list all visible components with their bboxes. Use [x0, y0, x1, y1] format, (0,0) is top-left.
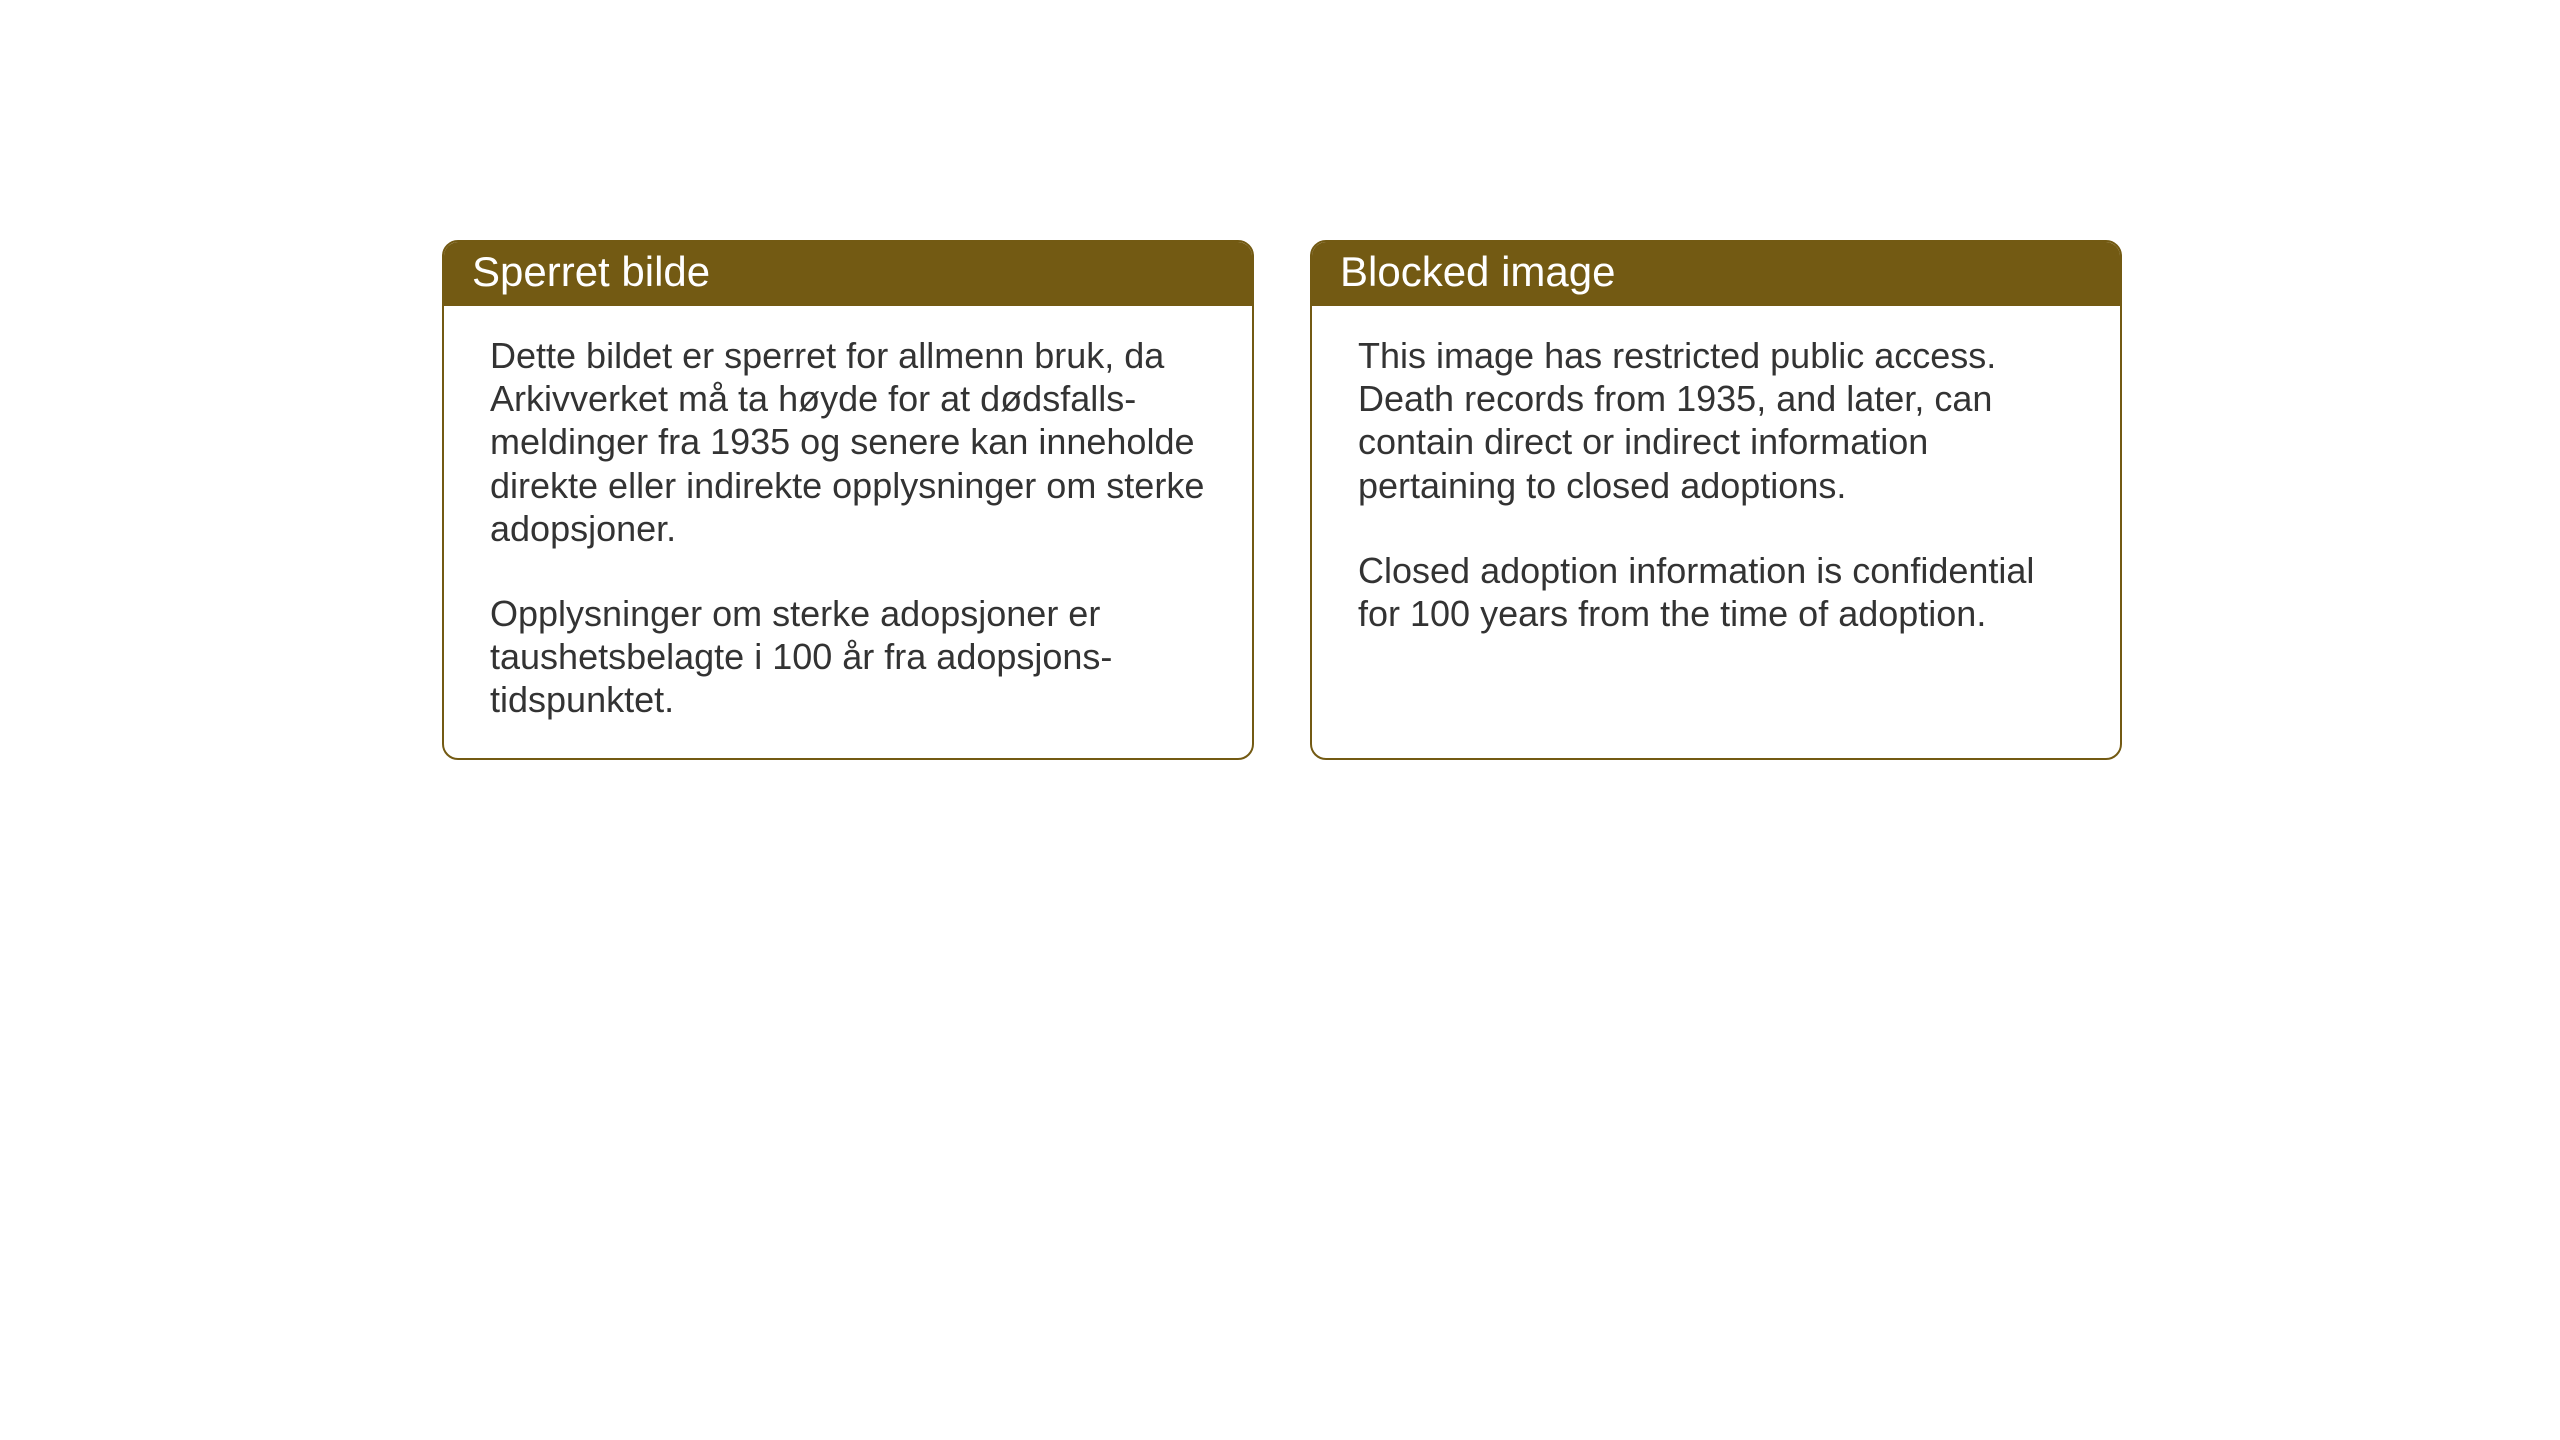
card-header-english: Blocked image — [1312, 242, 2120, 306]
card-paragraph-2-norwegian: Opplysninger om sterke adopsjoner er tau… — [490, 592, 1206, 722]
notice-container: Sperret bilde Dette bildet er sperret fo… — [442, 240, 2122, 760]
card-paragraph-1-english: This image has restricted public access.… — [1358, 334, 2074, 507]
card-paragraph-2-english: Closed adoption information is confident… — [1358, 549, 2074, 635]
notice-card-norwegian: Sperret bilde Dette bildet er sperret fo… — [442, 240, 1254, 760]
card-paragraph-1-norwegian: Dette bildet er sperret for allmenn bruk… — [490, 334, 1206, 550]
card-body-norwegian: Dette bildet er sperret for allmenn bruk… — [444, 306, 1252, 758]
card-header-norwegian: Sperret bilde — [444, 242, 1252, 306]
notice-card-english: Blocked image This image has restricted … — [1310, 240, 2122, 760]
card-body-english: This image has restricted public access.… — [1312, 306, 2120, 755]
